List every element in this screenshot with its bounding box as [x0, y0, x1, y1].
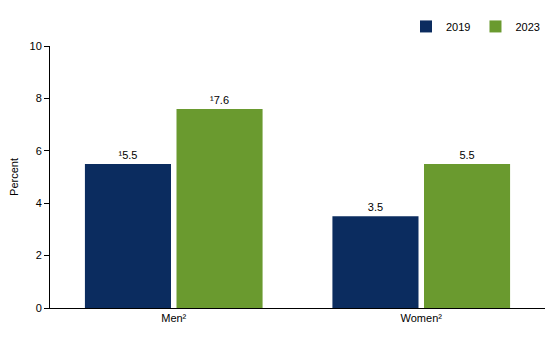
svg-text:2023: 2023 [515, 21, 539, 33]
svg-text:3.5: 3.5 [368, 201, 383, 213]
svg-text:4: 4 [36, 197, 42, 209]
svg-text:¹5.5: ¹5.5 [118, 149, 137, 161]
svg-text:¹7.6: ¹7.6 [210, 94, 229, 106]
svg-text:10: 10 [30, 40, 42, 52]
svg-text:6: 6 [36, 145, 42, 157]
svg-text:Women²: Women² [401, 312, 443, 324]
svg-text:8: 8 [36, 92, 42, 104]
svg-text:2: 2 [36, 249, 42, 261]
svg-text:0: 0 [36, 302, 42, 314]
svg-text:Men²: Men² [161, 312, 186, 324]
svg-text:5.5: 5.5 [459, 149, 474, 161]
svg-text:2019: 2019 [446, 21, 470, 33]
svg-text:Percent: Percent [8, 158, 20, 196]
